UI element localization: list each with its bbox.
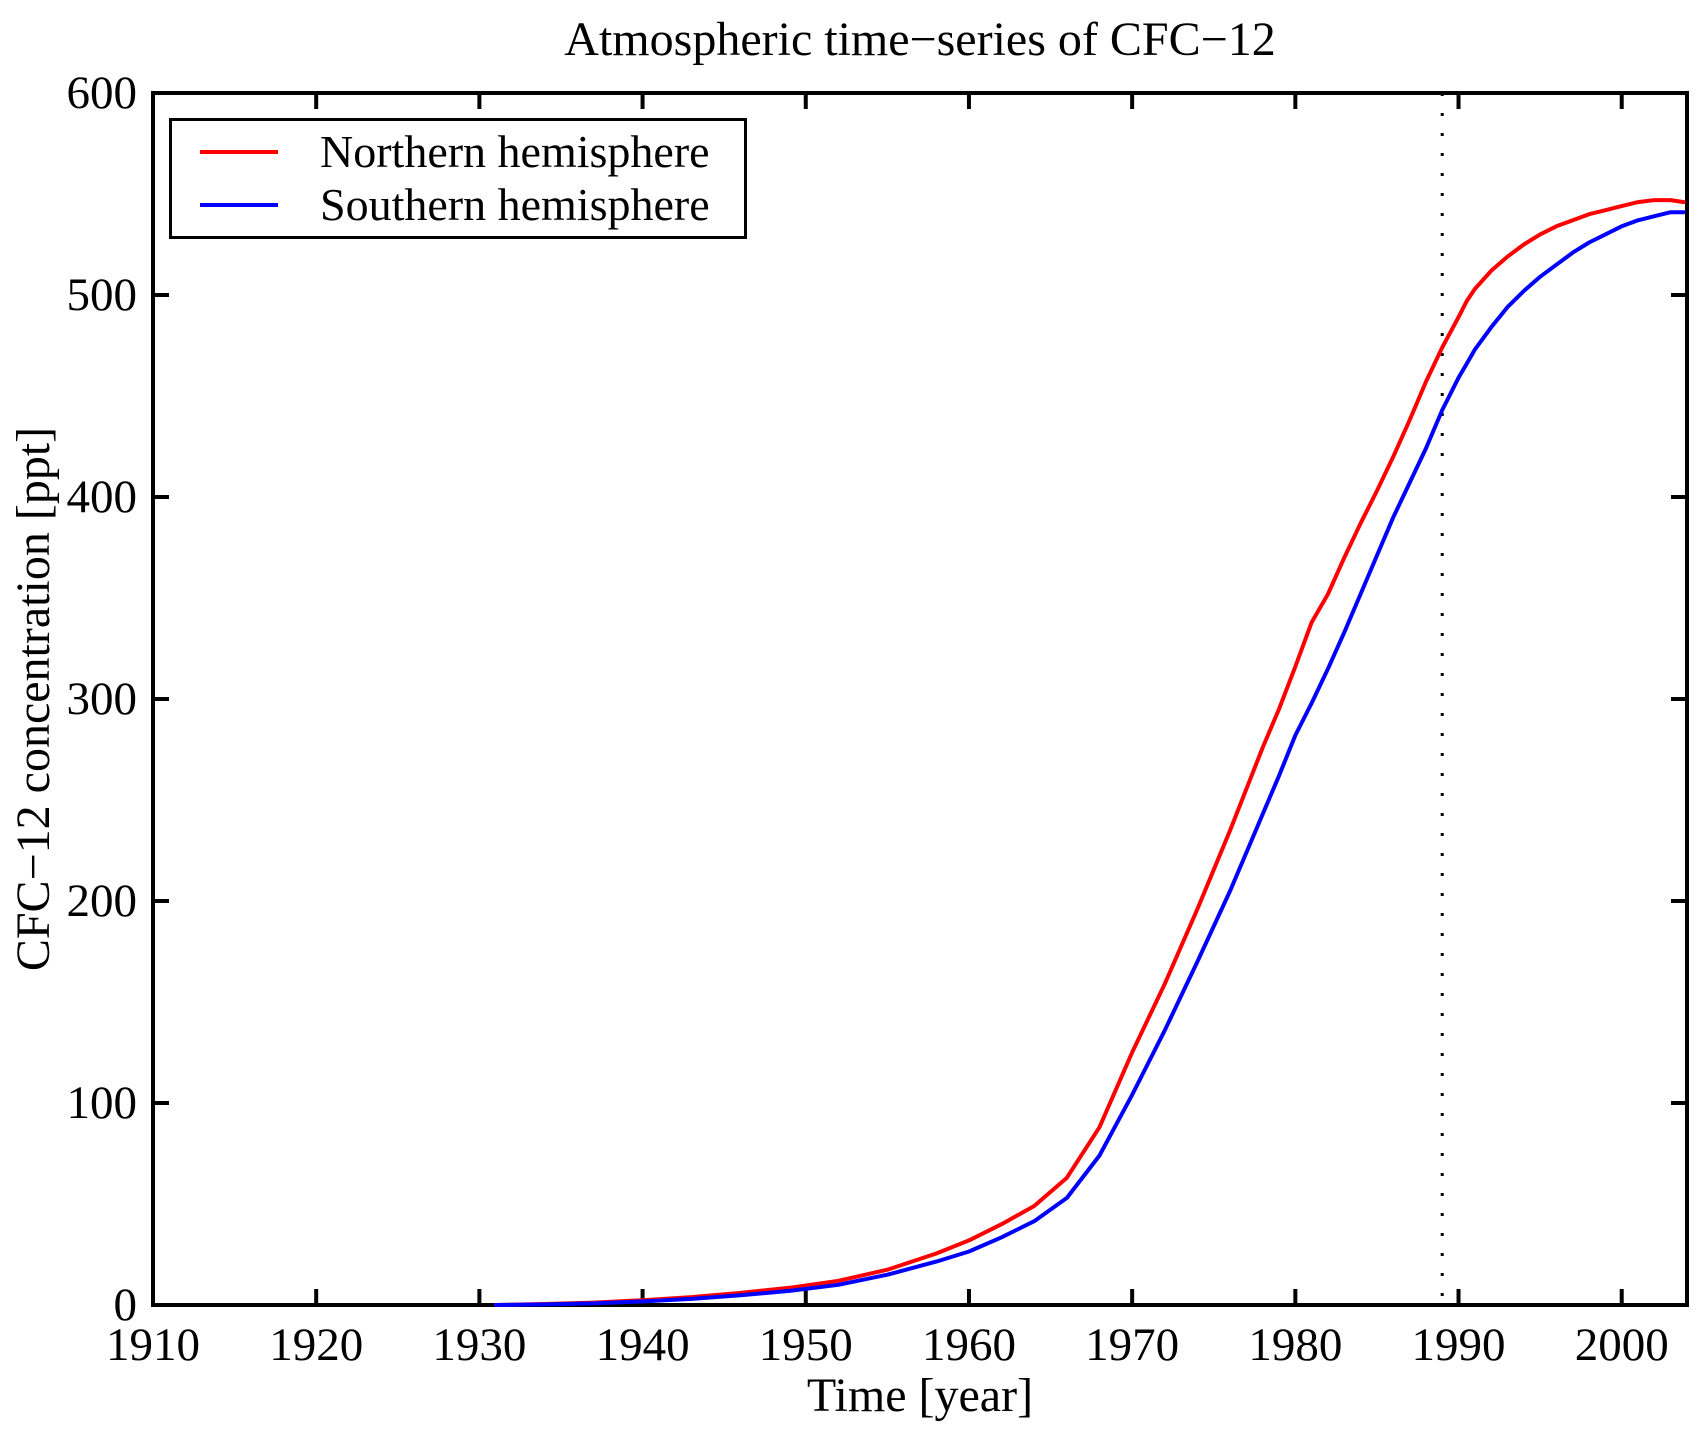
x-tick-label: 1960: [921, 1319, 1016, 1371]
y-tick-label: 500: [66, 269, 138, 321]
y-tick-label: 600: [66, 67, 138, 119]
x-tick-label: 1910: [106, 1319, 200, 1371]
x-tick-label: 1940: [595, 1319, 690, 1371]
x-tick-label: 1920: [269, 1319, 364, 1371]
x-tick-label: 1970: [1085, 1319, 1180, 1371]
axes-layer: [151, 91, 1689, 1307]
x-axis-label: Time [year]: [806, 1369, 1034, 1422]
legend-item-southern: Southern hemisphere: [172, 179, 744, 232]
x-tick-label: 1930: [432, 1319, 527, 1371]
y-tick-label: 0: [113, 1279, 138, 1331]
x-tick-label: 1950: [758, 1319, 853, 1371]
legend-item-northern: Northern hemisphere: [172, 126, 744, 179]
x-tick-label: 1990: [1411, 1319, 1506, 1371]
y-tick-label: 200: [66, 875, 138, 927]
northern-line-swatch: [200, 150, 278, 154]
y-axis-label: CFC−12 concentration [ppt]: [7, 426, 60, 972]
legend-label-northern: Northern hemisphere: [320, 126, 710, 177]
y-tick-label: 400: [66, 471, 138, 523]
y-tick-label: 300: [66, 673, 138, 725]
series-layer: [493, 198, 1686, 1307]
x-tick-label: 2000: [1574, 1319, 1669, 1371]
y-tick-label: 100: [66, 1077, 138, 1129]
legend-label-southern: Southern hemisphere: [320, 179, 710, 230]
x-tick-label: 1980: [1248, 1319, 1343, 1371]
southern-line-swatch: [200, 203, 278, 207]
chart-title: Atmospheric time−series of CFC−12: [564, 13, 1276, 66]
legend-box: Northern hemisphere Southern hemisphere: [169, 118, 747, 239]
